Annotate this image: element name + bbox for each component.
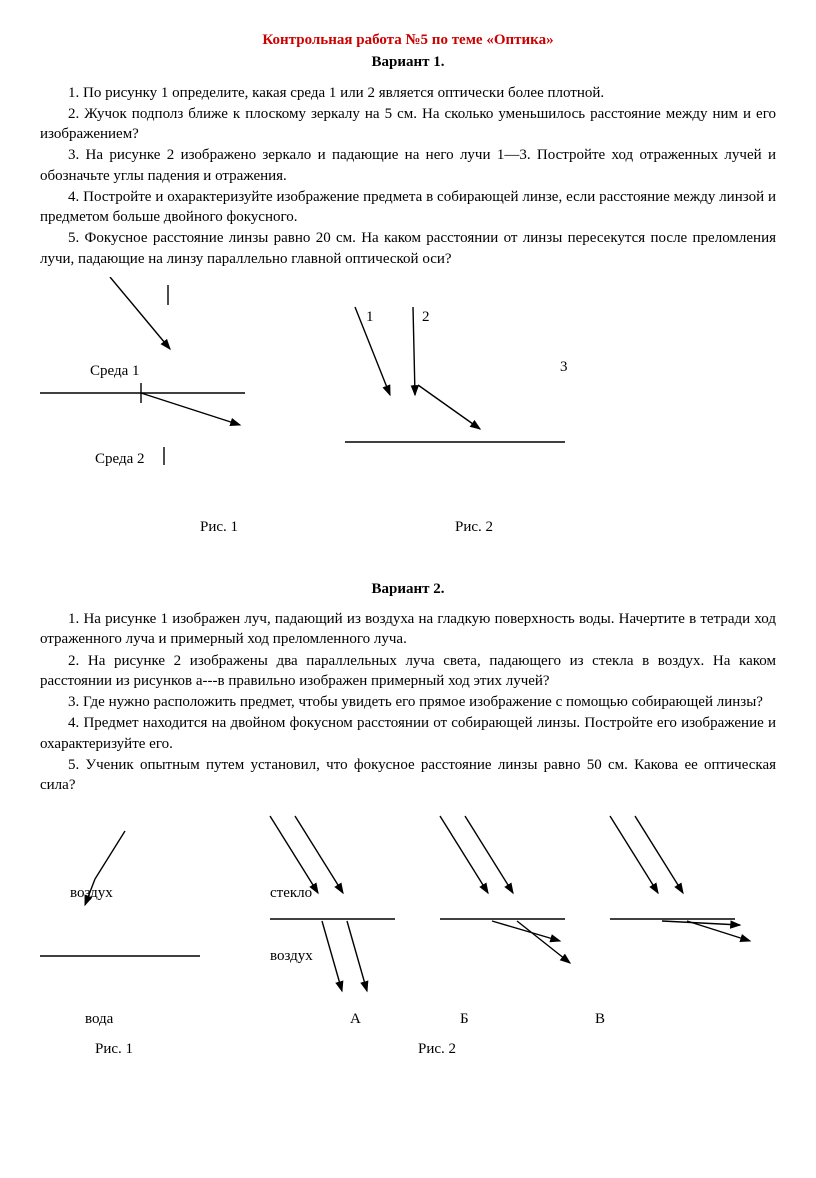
v1-fig2-caption: Рис. 2	[455, 517, 493, 537]
v2-figures: воздух стекло воздух вода А Б В Рис. 1 Р…	[40, 801, 776, 1061]
label-B: Б	[460, 1009, 469, 1029]
v2-q4: 4. Предмет находится на двойном фокусном…	[40, 713, 776, 754]
v1-svg	[40, 277, 776, 537]
v2-fig1-caption: Рис. 1	[95, 1039, 133, 1059]
label-ray1: 1	[366, 307, 374, 327]
v2-fig2-caption: Рис. 2	[418, 1039, 456, 1059]
label-ray2: 2	[422, 307, 430, 327]
v1-q4: 4. Постройте и охарактеризуйте изображен…	[40, 187, 776, 228]
doc-title: Контрольная работа №5 по теме «Оптика»	[40, 30, 776, 50]
label-V: В	[595, 1009, 605, 1029]
label-glass: стекло	[270, 883, 312, 903]
v2-q3: 3. Где нужно расположить предмет, чтобы …	[40, 692, 776, 712]
label-sreda2: Среда 2	[95, 449, 145, 469]
label-air: воздух	[70, 883, 113, 903]
label-water: вода	[85, 1009, 113, 1029]
v1-fig1-caption: Рис. 1	[200, 517, 238, 537]
label-A: А	[350, 1009, 361, 1029]
v1-q5: 5. Фокусное расстояние линзы равно 20 см…	[40, 228, 776, 269]
v2-svg	[40, 801, 776, 1061]
v2-q5: 5. Ученик опытным путем установил, что ф…	[40, 755, 776, 796]
variant1-title: Вариант 1.	[40, 52, 776, 72]
v1-figures: Среда 1 Среда 2 1 2 3 Рис. 1 Рис. 2	[40, 277, 776, 537]
v1-q3: 3. На рисунке 2 изображено зеркало и пад…	[40, 145, 776, 186]
v2-q1: 1. На рисунке 1 изображен луч, падающий …	[40, 609, 776, 650]
v1-q2: 2. Жучок подполз ближе к плоскому зеркал…	[40, 104, 776, 145]
v1-q1: 1. По рисунку 1 определите, какая среда …	[40, 83, 776, 103]
variant2-title: Вариант 2.	[40, 579, 776, 599]
v2-q2: 2. На рисунке 2 изображены два параллель…	[40, 651, 776, 692]
label-air2: воздух	[270, 946, 313, 966]
label-ray3: 3	[560, 357, 568, 377]
label-sreda1: Среда 1	[90, 361, 140, 381]
